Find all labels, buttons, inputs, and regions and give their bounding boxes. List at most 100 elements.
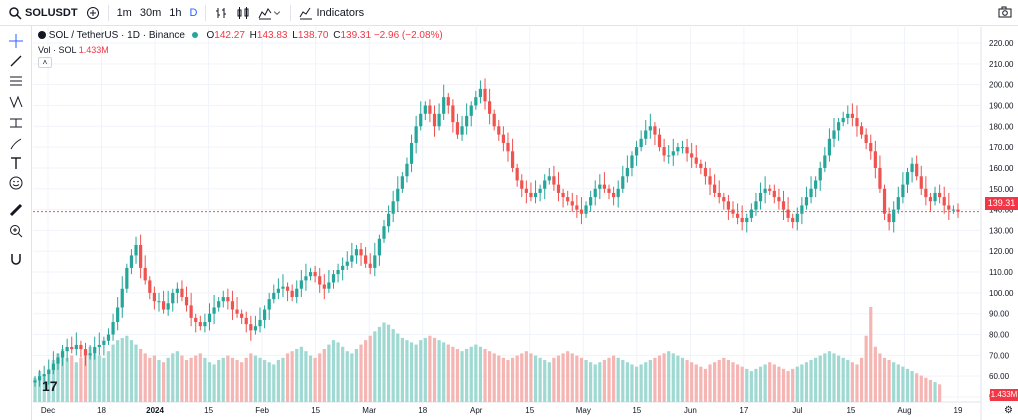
volume-bar (791, 368, 795, 402)
volume-bar (285, 353, 290, 402)
candle-body (552, 176, 556, 185)
candle-body (290, 290, 294, 298)
candle-body (281, 286, 285, 289)
x-tick-label: 19 (954, 406, 963, 415)
zoom-in-tool[interactable] (6, 222, 26, 240)
candle-body (240, 313, 244, 318)
area-style-button[interactable] (254, 2, 286, 24)
volume-bar (442, 342, 446, 402)
screenshot-button[interactable] (998, 5, 1012, 22)
candle-body (295, 288, 299, 298)
volume-bar (106, 351, 111, 402)
candle-body (887, 213, 891, 223)
candle-body (621, 176, 625, 189)
volume-bar (878, 353, 882, 402)
candle-body (258, 319, 262, 327)
volume-bar (556, 355, 561, 402)
candle-body (726, 201, 731, 210)
candle-body (143, 267, 147, 281)
candle-body (267, 299, 271, 310)
volume-bar (217, 360, 221, 402)
candle-body (772, 190, 776, 198)
chart-legend: SOL / TetherUS · 1D · Binance O142.27 H1… (38, 30, 443, 41)
volume-bar (295, 348, 299, 402)
volume-bar (671, 353, 675, 402)
candle-body (414, 126, 418, 143)
text-tool[interactable] (6, 154, 26, 172)
candle-body (814, 180, 818, 189)
compare-button[interactable] (82, 2, 104, 24)
candle-body (249, 324, 253, 331)
candles-icon (237, 6, 249, 19)
candle-body (690, 153, 694, 158)
horizontal-lines-tool[interactable] (6, 72, 26, 90)
price-chart[interactable]: 220.00 210.00 200.00 190.00 180.00 170.00 160.… (33, 27, 1018, 420)
candle-body (331, 274, 336, 283)
indicators-button[interactable]: Indicators (295, 2, 368, 24)
y-tick-label: 190.00 (989, 101, 1014, 110)
symbol-search[interactable]: SOLUSDT (4, 2, 82, 24)
volume-bar (405, 340, 409, 402)
candle-body (364, 255, 368, 264)
volume-bar (396, 333, 400, 402)
top-toolbar: SOLUSDT 1m 30m 1h D Indicators (0, 0, 1018, 26)
indicators-icon (300, 7, 313, 19)
candle-body (818, 167, 822, 181)
bar-style-button[interactable] (210, 2, 232, 24)
measure-range-tool[interactable] (6, 114, 26, 132)
volume-bar (483, 348, 487, 402)
collapse-legend-button[interactable]: ˄ (38, 57, 52, 68)
candle-body (543, 180, 547, 189)
interval-d[interactable]: D (189, 6, 198, 19)
volume-bar (267, 362, 271, 402)
volume-bar (497, 355, 501, 402)
candle-body (221, 297, 225, 302)
magnet-tool[interactable] (6, 250, 26, 268)
candle-body (65, 347, 69, 352)
candle-body (152, 292, 157, 302)
crosshair-tool[interactable] (6, 32, 26, 50)
candle-style-button[interactable] (232, 2, 254, 24)
candle-body (37, 376, 42, 381)
volume-bar (345, 351, 349, 402)
volume-bar (529, 353, 533, 402)
candle-body (120, 288, 124, 308)
volume-bar (566, 351, 570, 402)
candle-body (855, 117, 859, 127)
search-icon (9, 6, 22, 20)
volume-bar (327, 344, 331, 402)
camera-icon (998, 6, 1012, 18)
candle-body (102, 340, 106, 345)
candle-body (184, 297, 189, 306)
volume-bar (915, 373, 919, 402)
candle-body (745, 217, 749, 223)
interval-30m[interactable]: 30m (139, 6, 162, 19)
candle-body (226, 297, 230, 302)
volume-bar (575, 355, 579, 402)
pattern-tool[interactable] (6, 93, 26, 111)
candle-body (510, 151, 515, 168)
interval-1m[interactable]: 1m (116, 6, 132, 19)
volume-bar (258, 357, 262, 402)
chart-settings-button[interactable]: ⚙ (1004, 405, 1013, 416)
candle-body (313, 272, 317, 277)
volume-bar (88, 346, 92, 402)
candle-body (161, 301, 166, 310)
x-tick-label: 15 (311, 406, 320, 415)
emoji-tool[interactable] (6, 174, 26, 192)
candle-body (93, 347, 97, 354)
volume-bar (524, 351, 528, 402)
volume-bar (322, 348, 326, 402)
candle-body (70, 347, 74, 350)
brush-tool[interactable] (6, 135, 26, 153)
crosshair-icon (9, 34, 23, 48)
trend-line-tool[interactable] (6, 52, 26, 70)
candle-body (345, 261, 349, 266)
tradingview-logo[interactable]: 17 (42, 378, 58, 394)
candle-body (446, 97, 450, 106)
candle-body (713, 184, 717, 193)
area-chart-icon (259, 7, 272, 19)
ruler-tool[interactable] (6, 201, 26, 219)
volume-bar (625, 362, 629, 402)
interval-1h[interactable]: 1h (169, 6, 182, 19)
